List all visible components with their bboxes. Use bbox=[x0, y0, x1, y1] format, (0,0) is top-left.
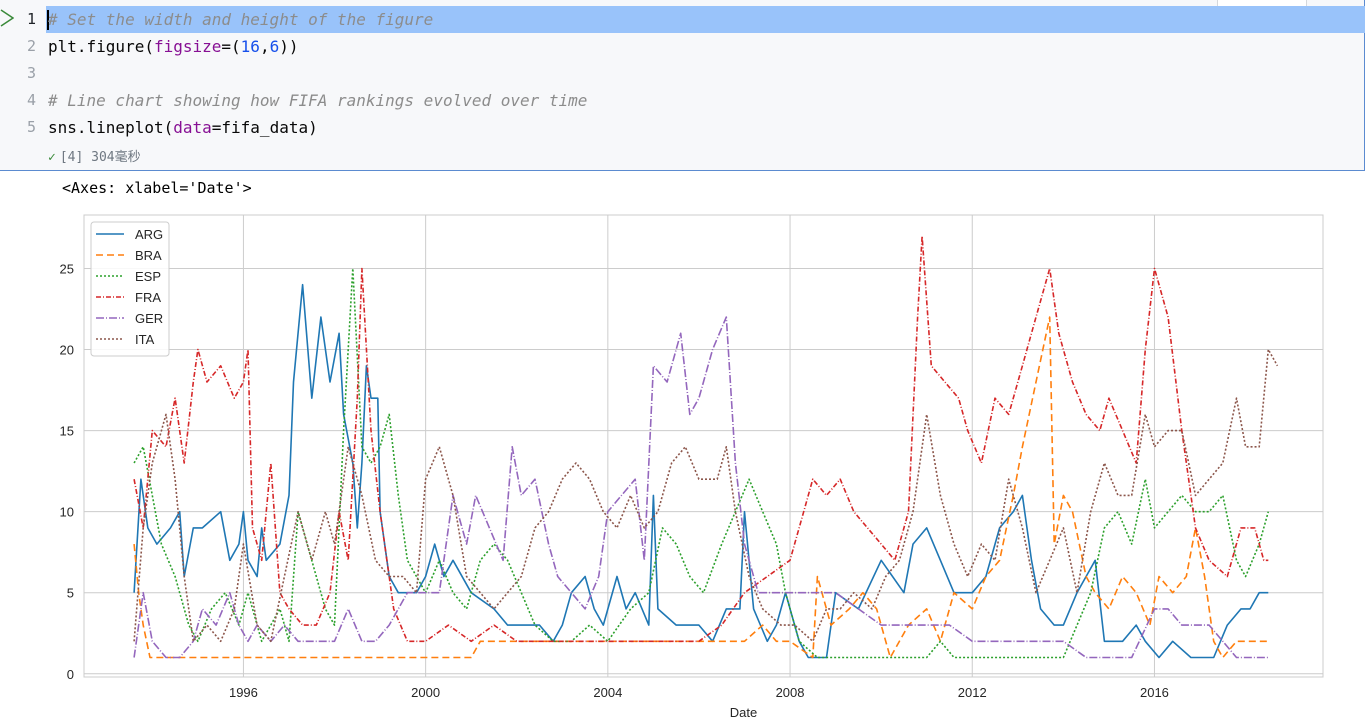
plot-area bbox=[83, 214, 1324, 678]
line-number: 3 bbox=[26, 64, 36, 82]
series-line-ita bbox=[133, 348, 1279, 643]
legend-label-ger: GER bbox=[135, 311, 163, 326]
code-cell[interactable]: 1 2 3 4 5 # Set the width and height of … bbox=[0, 0, 1365, 171]
current-line-highlight bbox=[46, 6, 1365, 33]
text-cursor bbox=[47, 10, 49, 30]
execution-status: ✓ [4] 304毫秒 bbox=[48, 150, 141, 165]
y-tick-label: 0 bbox=[67, 667, 74, 682]
legend-label-ita: ITA bbox=[135, 332, 155, 347]
x-tick-label: 2008 bbox=[776, 685, 805, 700]
y-tick-label: 25 bbox=[60, 261, 74, 276]
line-number: 5 bbox=[26, 118, 36, 136]
x-tick-label: 1996 bbox=[229, 685, 258, 700]
run-cell-icon[interactable] bbox=[0, 9, 14, 27]
legend-box bbox=[90, 221, 170, 357]
line-number: 2 bbox=[26, 37, 36, 55]
success-check-icon: ✓ bbox=[48, 150, 56, 165]
series-line-ger bbox=[133, 316, 1269, 659]
line-number: 1 bbox=[26, 10, 36, 28]
legend-label-bra: BRA bbox=[135, 248, 162, 263]
y-tick-label: 5 bbox=[67, 586, 74, 601]
x-tick-label: 2004 bbox=[593, 685, 622, 700]
legend-label-arg: ARG bbox=[135, 227, 163, 242]
x-tick-label: 2000 bbox=[411, 685, 440, 700]
y-tick-label: 15 bbox=[60, 424, 74, 439]
code-line-2[interactable]: plt.figure(figsize=(16,6)) bbox=[48, 37, 299, 56]
y-tick-label: 10 bbox=[60, 505, 74, 520]
series-line-arg bbox=[133, 283, 1269, 659]
x-tick-label: 2012 bbox=[958, 685, 987, 700]
x-tick-label: 2016 bbox=[1140, 685, 1169, 700]
legend-label-fra: FRA bbox=[135, 290, 161, 305]
y-tick-label: 20 bbox=[60, 343, 74, 358]
series-line-bra bbox=[133, 316, 1269, 659]
x-axis-label: Date bbox=[730, 705, 757, 719]
line-number: 4 bbox=[26, 91, 36, 109]
code-line-5[interactable]: sns.lineplot(data=fifa_data) bbox=[48, 118, 318, 137]
output-repr: <Axes: xlabel='Date'> bbox=[62, 179, 252, 197]
legend-label-esp: ESP bbox=[135, 269, 161, 284]
code-line-1[interactable]: # Set the width and height of the figure bbox=[48, 10, 434, 29]
code-line-4[interactable]: # Line chart showing how FIFA rankings e… bbox=[48, 91, 588, 110]
